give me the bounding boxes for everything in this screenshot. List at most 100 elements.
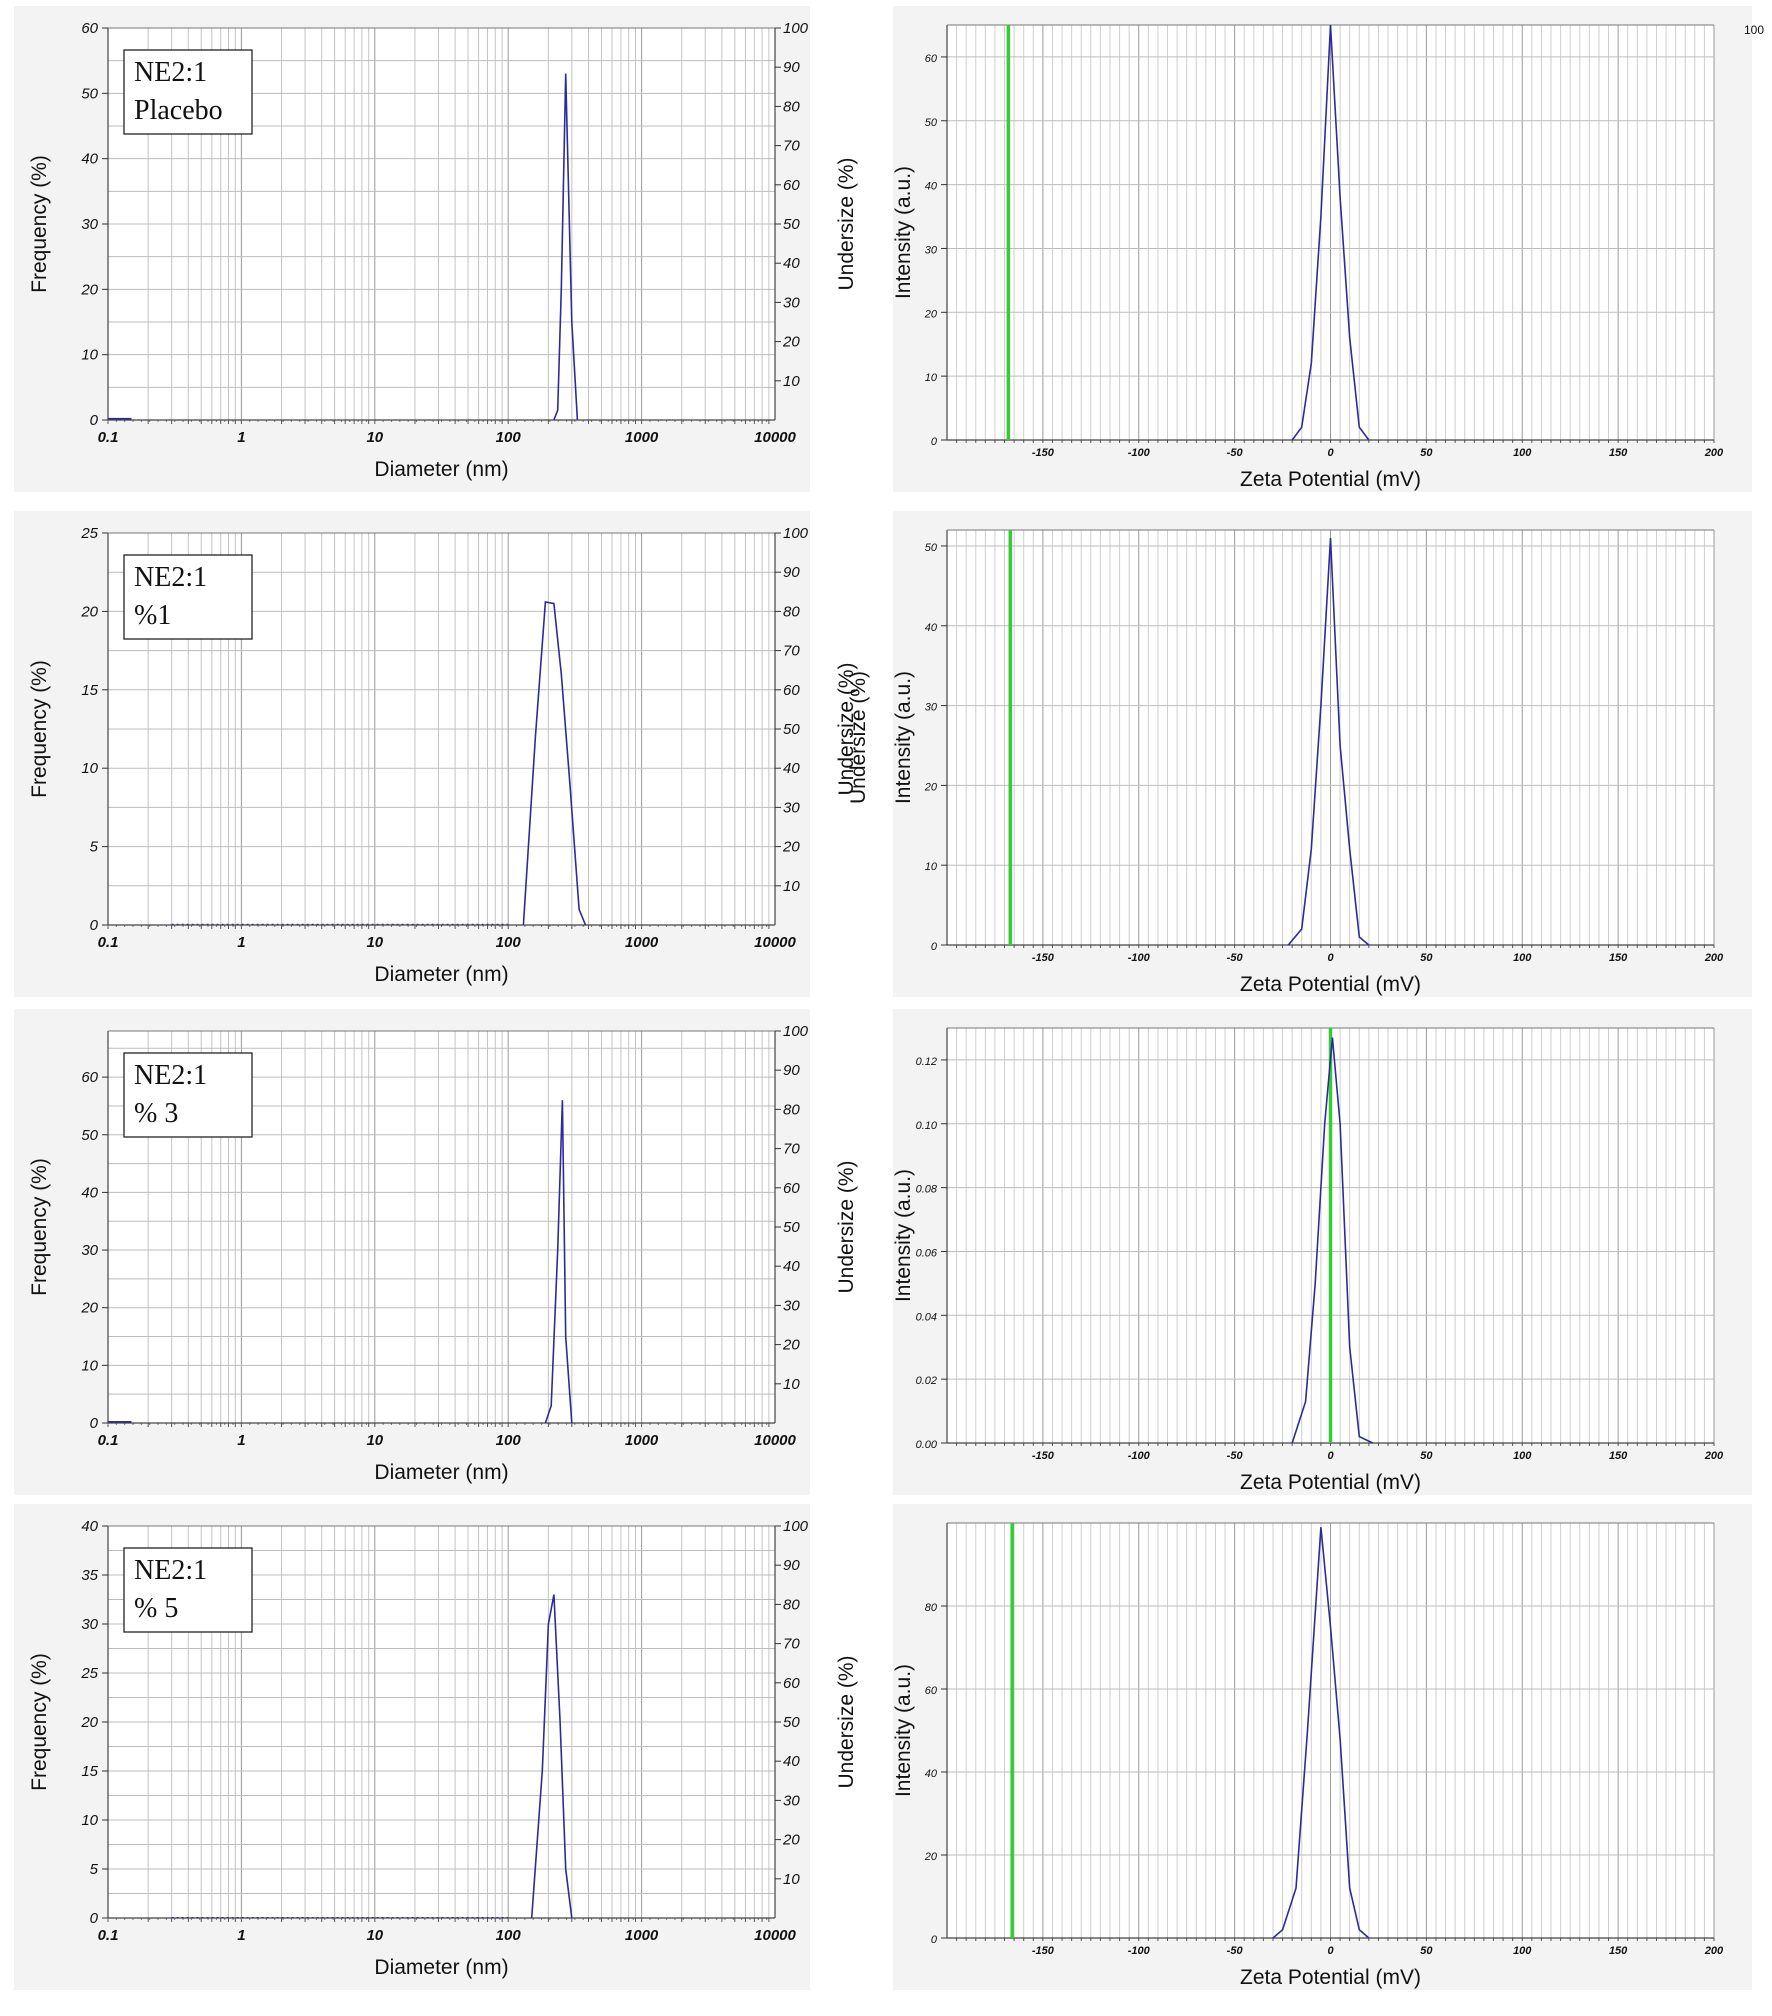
y-tick-label: 50: [81, 85, 98, 102]
y-tick-label: 60: [81, 1069, 98, 1086]
y-axis-label: Intensity (a.u.): [892, 1169, 915, 1302]
y-tick-label: 40: [81, 1184, 98, 1201]
y-tick-label: 0.08: [916, 1184, 938, 1196]
y2-tick-label: 30: [783, 1297, 800, 1314]
x-tick-label: -50: [1227, 447, 1244, 459]
x-tick-label: 10: [366, 1432, 383, 1449]
y2-tick-label: 30: [783, 799, 800, 816]
x-axis-label: Diameter (nm): [374, 458, 508, 481]
x-tick-label: 1: [237, 934, 245, 951]
y2-tick-label: 40: [783, 1258, 800, 1275]
y-axis-label: Frequency (%): [28, 155, 51, 293]
y2-tick-label: 60: [783, 1675, 800, 1692]
x-tick-label: 10000: [754, 1927, 796, 1944]
x-tick-label: 100: [1513, 1945, 1532, 1957]
y2-tick-label: 20: [782, 1337, 800, 1354]
y2-tick-label: 10: [783, 373, 800, 390]
y2-tick-label: 40: [783, 255, 800, 272]
chart-panel-7: 0 5 10 15 20 25 30 35 40 10 20 30 40 50 60 70 80 90 100 0.1…: [14, 1504, 858, 1990]
x-tick-label: 200: [1704, 952, 1724, 964]
legend-text: % 5: [134, 1593, 178, 1624]
x-tick-label: 10000: [754, 934, 796, 951]
x-axis-label: Zeta Potential (mV): [1240, 1471, 1421, 1494]
y2-tick-label: 10: [783, 1871, 800, 1888]
x-tick-label: -100: [1128, 447, 1151, 459]
x-axis-label: Zeta Potential (mV): [1240, 468, 1421, 491]
y2-tick-label: 70: [783, 138, 800, 155]
chart-panel-4: 0 10 20 30 40 50 -150 -100 -50 0 50 100 150 200 Zeta P…: [847, 511, 1752, 997]
legend-box: [123, 1052, 253, 1138]
x-tick-label: 0: [1327, 952, 1334, 964]
y2-tick-label: 80: [783, 603, 800, 620]
legend-box: [123, 554, 253, 640]
y-tick-label: 40: [925, 1768, 938, 1780]
x-tick-label: 1000: [625, 1432, 659, 1449]
y2-tick-label: 50: [783, 721, 800, 738]
y-tick-label: 0: [90, 917, 99, 934]
chart-panel-5: 0 10 20 30 40 50 60 10 20 30 40 50 60 70 80 90 100 0.1 1 10…: [14, 1009, 858, 1495]
x-tick-label: 100: [496, 1432, 522, 1449]
y-tick-label: 0.04: [916, 1311, 937, 1323]
x-tick-label: 100: [496, 934, 522, 951]
x-tick-label: -50: [1227, 1450, 1244, 1462]
series-line-1: [1291, 1037, 1374, 1444]
y2-tick-label: 20: [782, 1832, 800, 1849]
y2-tick-label: 90: [783, 564, 800, 581]
y2-axis-label: Undersize (%): [835, 662, 858, 795]
x-tick-label: 150: [1609, 447, 1628, 459]
y-axis-label: Intensity (a.u.): [892, 671, 915, 804]
y-tick-label: 30: [81, 216, 98, 233]
y-tick-label: 40: [925, 181, 938, 193]
x-axis-label: Zeta Potential (mV): [1240, 973, 1421, 996]
y-axis-label: Frequency (%): [28, 660, 51, 798]
y2-axis-label: Undersize (%): [835, 1655, 858, 1788]
y2-tick-label: 50: [783, 1714, 800, 1731]
x-tick-label: 0.1: [98, 1927, 119, 1944]
y-tick-label: 30: [81, 1616, 98, 1633]
series-line-1: [1287, 537, 1370, 946]
x-tick-label: 10: [366, 934, 383, 951]
y2-tick-label: 100: [783, 1518, 809, 1535]
y2-tick-label: 100: [783, 1023, 809, 1040]
y2-tick-label: 60: [783, 177, 800, 194]
y2-tick-label: 80: [783, 1101, 800, 1118]
y-tick-label: 0: [931, 436, 938, 448]
x-tick-label: 50: [1420, 952, 1433, 964]
x-tick-label: 1: [237, 1432, 245, 1449]
y-tick-label: 0.02: [916, 1375, 937, 1387]
y2-tick-label: 30: [783, 1792, 800, 1809]
x-tick-label: 0: [1327, 1450, 1334, 1462]
y-tick-label: 30: [925, 702, 938, 714]
series-line-1: [1272, 1527, 1370, 1939]
y-tick-label: 30: [81, 1242, 98, 1259]
series-line-1: [1291, 24, 1370, 441]
y-tick-label: 50: [81, 1127, 98, 1144]
legend-text: NE2:1: [134, 1555, 207, 1586]
y2-axis-label: Undersize (%): [835, 157, 858, 290]
y2-tick-label: 90: [783, 1062, 800, 1079]
chart-panel-6: 0.00 0.02 0.04 0.06 0.08 0.10 0.12 -150 -100 -50 0…: [892, 1009, 1752, 1495]
y2-tick-label: 50: [783, 216, 800, 233]
x-tick-label: 50: [1420, 447, 1433, 459]
x-tick-label: 1000: [625, 1927, 659, 1944]
y-tick-label: 5: [90, 1861, 99, 1878]
y2-tick-label: 70: [783, 1636, 800, 1653]
x-tick-label: 50: [1420, 1945, 1433, 1957]
y2-tick-label: 30: [783, 294, 800, 311]
x-tick-label: 1000: [625, 934, 659, 951]
y-tick-label: 0: [90, 1415, 99, 1432]
x-tick-label: 1000: [625, 429, 659, 446]
y2-tick-label: 20: [782, 839, 800, 856]
y2-tick-label: 20: [782, 334, 800, 351]
x-tick-label: 100: [496, 429, 522, 446]
y2-tick-label: 70: [783, 1141, 800, 1158]
x-axis-label: Diameter (nm): [374, 1956, 508, 1979]
y-tick-label: 20: [924, 781, 938, 793]
x-axis-label: Diameter (nm): [374, 963, 508, 986]
x-tick-label: -150: [1032, 447, 1055, 459]
y-tick-label: 20: [80, 1714, 98, 1731]
legend-text: Placebo: [134, 95, 223, 126]
x-tick-label: 0: [1327, 447, 1334, 459]
x-tick-label: 150: [1609, 1945, 1628, 1957]
